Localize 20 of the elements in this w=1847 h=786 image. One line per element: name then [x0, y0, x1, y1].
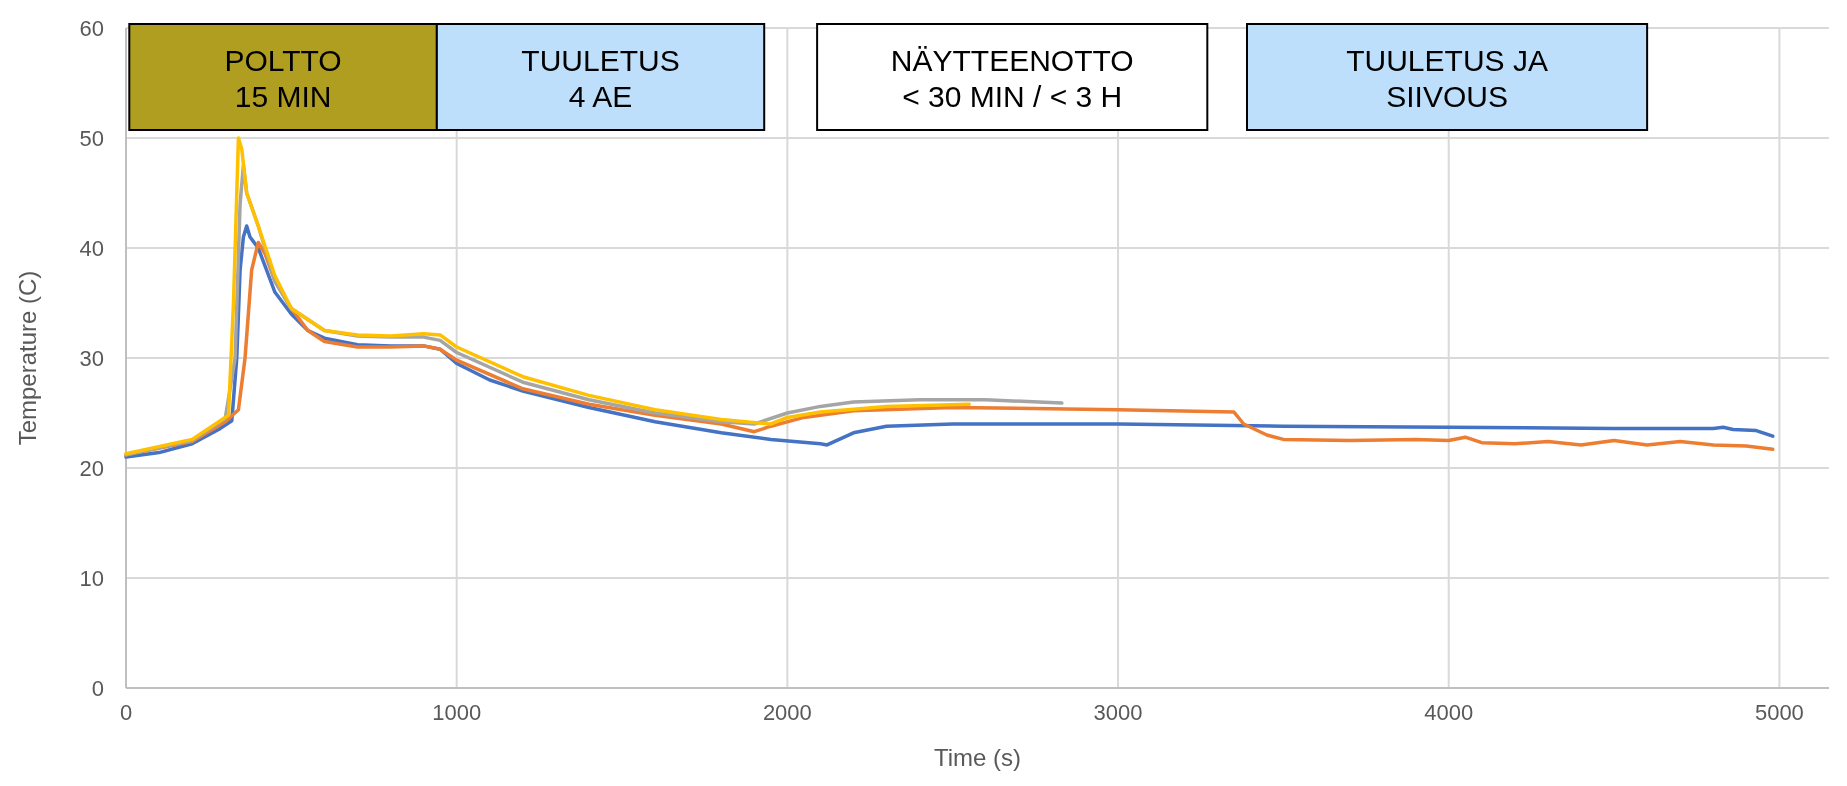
y-tick-label: 0 — [91, 675, 104, 701]
band-label: TUULETUS JA SIIVOUS — [1346, 43, 1548, 113]
x-tick-label: 2000 — [762, 700, 812, 725]
y-tick-label: 30 — [79, 345, 104, 371]
y-tick-label: 40 — [79, 235, 104, 261]
band-label: POLTTO 15 MIN — [224, 43, 342, 113]
y-axis-title: Temperature (C) — [14, 270, 41, 446]
x-tick-label: 0 — [119, 700, 133, 725]
x-tick-label: 1000 — [432, 700, 482, 725]
band-label: TUULETUS 4 AE — [521, 43, 680, 113]
band-label: NÄYTTEENOTTO < 30 MIN / < 3 H — [890, 43, 1134, 113]
x-tick-label: 4000 — [1424, 700, 1474, 725]
x-tick-label: 5000 — [1754, 700, 1804, 725]
y-tick-label: 20 — [79, 455, 104, 481]
line-series — [124, 136, 971, 456]
x-axis-title: Time (s) — [933, 744, 1022, 771]
y-tick-label: 10 — [79, 565, 104, 591]
y-tick-label: 50 — [79, 125, 104, 151]
x-tick-label: 3000 — [1093, 700, 1143, 725]
y-tick-label: 60 — [79, 15, 104, 41]
